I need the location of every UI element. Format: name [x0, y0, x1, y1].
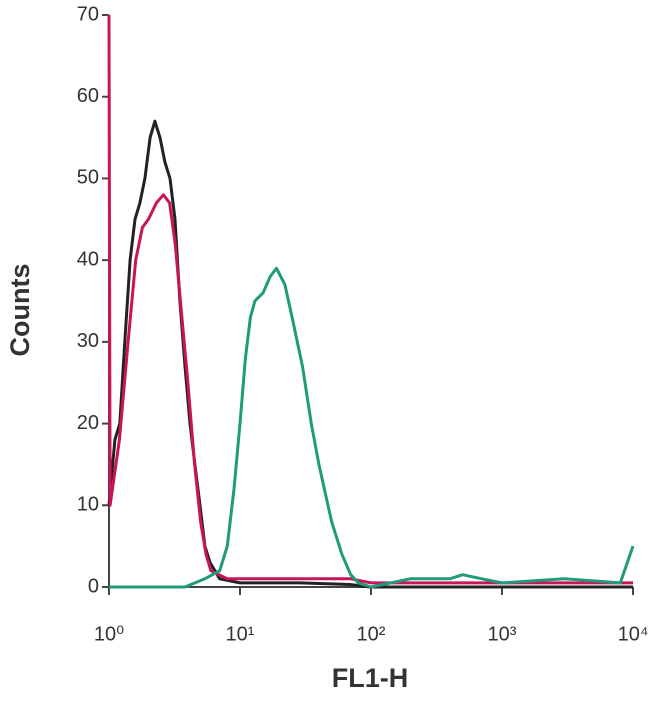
x-tick-label: 10⁰: [94, 623, 124, 645]
x-tick-label: 10³: [488, 623, 517, 645]
y-tick-label: 30: [77, 330, 99, 352]
x-tick-label: 10⁴: [618, 623, 649, 645]
y-tick-label: 10: [77, 494, 99, 516]
y-tick-label: 20: [77, 412, 99, 434]
y-tick-label: 0: [88, 575, 99, 597]
series-line: [107, 14, 633, 585]
y-tick-label: 60: [77, 85, 99, 107]
y-tick-label: 50: [77, 167, 99, 189]
y-tick-label: 70: [77, 3, 99, 25]
x-tick-label: 10¹: [226, 623, 255, 645]
series-line: [109, 266, 635, 589]
x-axis-title: FL1-H: [332, 663, 409, 693]
y-axis-title: Counts: [5, 264, 35, 357]
series-line: [107, 119, 633, 589]
x-tick-label: 10²: [357, 623, 386, 645]
y-tick-label: 40: [77, 248, 99, 270]
